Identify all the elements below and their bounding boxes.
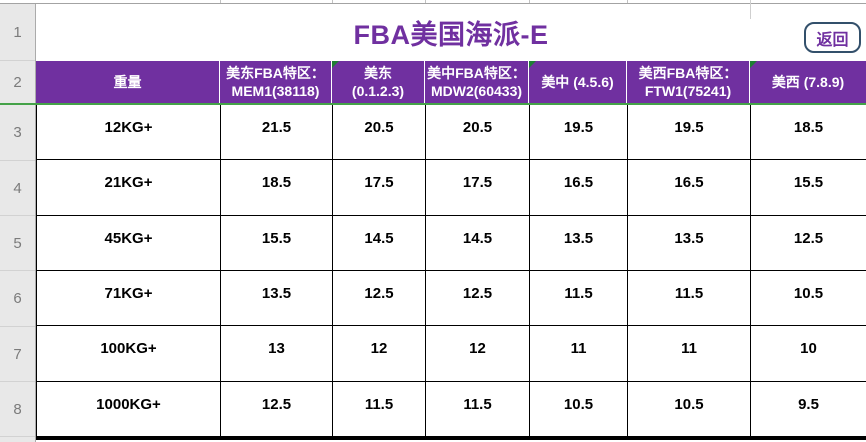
rate-cell[interactable]: 11.5 <box>426 381 530 437</box>
row-header-5[interactable]: 5 <box>0 216 35 271</box>
gridline-tick <box>220 0 221 3</box>
rate-cell[interactable]: 18.5 <box>221 160 333 216</box>
header-cell-line: MDW2(60433) <box>430 83 523 99</box>
back-button-label: 返回 <box>816 31 849 49</box>
rate-cell[interactable]: 10.5 <box>530 381 628 437</box>
rate-cell[interactable]: 11.5 <box>333 381 426 437</box>
header-cell-line: 美东 <box>364 65 392 81</box>
row-header-2[interactable]: 2 <box>0 61 35 105</box>
rate-cell[interactable]: 11.5 <box>530 270 628 327</box>
weight-cell[interactable]: 21KG+ <box>37 160 221 216</box>
gridline-tick <box>529 0 530 3</box>
header-cell-line: MEM1(38118) <box>231 83 320 99</box>
rate-cell[interactable]: 20.5 <box>333 105 426 161</box>
error-marker-icon <box>332 61 339 68</box>
header-cell-0[interactable]: 重量 <box>36 61 220 103</box>
weight-cell[interactable]: 1000KG+ <box>37 381 221 437</box>
page-title: FBA美国海派-E <box>353 20 549 50</box>
rate-cell[interactable]: 19.5 <box>530 105 628 161</box>
rate-cell[interactable]: 20.5 <box>426 105 530 161</box>
rate-cell[interactable]: 12.5 <box>751 215 866 271</box>
header-cell-line: 美东FBA特区： <box>226 65 325 81</box>
row-header-1[interactable]: 1 <box>0 4 35 61</box>
title-row: FBA美国海派-E <box>36 4 866 61</box>
rate-cell[interactable]: 14.5 <box>426 215 530 271</box>
header-cell-2[interactable]: 美东 (0.1.2.3) <box>332 61 425 103</box>
freeze-pane-line <box>0 103 866 105</box>
weight-cell[interactable]: 100KG+ <box>37 326 221 382</box>
error-marker-icon <box>750 61 757 68</box>
rate-cell[interactable]: 11 <box>628 326 751 382</box>
rate-cell[interactable]: 15.5 <box>221 215 333 271</box>
header-cell-line: 重量 <box>113 74 142 90</box>
header-cell-line: 美中FBA特区： <box>427 65 526 81</box>
header-cell-3[interactable]: 美中FBA特区： MDW2(60433) <box>425 61 529 103</box>
row-header-7[interactable]: 7 <box>0 327 35 382</box>
gridline-tick <box>627 0 628 3</box>
rate-table-body: 12KG+ 21.5 20.5 20.5 19.5 19.5 18.5 21KG+ 18.5 17… <box>36 105 866 437</box>
row-header-8[interactable]: 8 <box>0 382 35 437</box>
sheet-top-gridline <box>0 0 866 4</box>
rate-cell[interactable]: 12.5 <box>221 381 333 437</box>
weight-cell[interactable]: 71KG+ <box>37 270 221 327</box>
rate-cell[interactable]: 11 <box>530 326 628 382</box>
row-number-gutter: 1 2 3 4 5 6 7 8 <box>0 4 36 442</box>
rate-cell[interactable]: 16.5 <box>628 160 751 216</box>
gridline-tick <box>425 0 426 3</box>
header-cell-4[interactable]: 美中 (4.5.6) <box>529 61 627 103</box>
rate-cell[interactable]: 17.5 <box>333 160 426 216</box>
rate-cell[interactable]: 13.5 <box>530 215 628 271</box>
header-cell-1[interactable]: 美东FBA特区： MEM1(38118) <box>220 61 332 103</box>
rate-cell[interactable]: 12 <box>333 326 426 382</box>
back-button[interactable]: 返回 <box>804 22 861 53</box>
rate-cell[interactable]: 10.5 <box>751 270 866 327</box>
rate-cell[interactable]: 12.5 <box>333 270 426 327</box>
row-header-6[interactable]: 6 <box>0 271 35 327</box>
table-header-row: 重量 美东FBA特区： MEM1(38118) 美东 (0.1.2.3) 美中FBA特区：… <box>36 61 866 103</box>
header-cell-5[interactable]: 美西FBA特区： FTW1(75241) <box>627 61 750 103</box>
rate-cell[interactable]: 10.5 <box>628 381 751 437</box>
header-cell-line: FTW1(75241) <box>644 83 732 99</box>
rate-cell[interactable]: 15.5 <box>751 160 866 216</box>
rate-cell[interactable]: 10 <box>751 326 866 382</box>
rate-cell[interactable]: 19.5 <box>628 105 751 161</box>
weight-cell[interactable]: 45KG+ <box>37 215 221 271</box>
rate-cell[interactable]: 18.5 <box>751 105 866 161</box>
header-cell-line: 美中 (4.5.6) <box>541 74 614 90</box>
rate-cell[interactable]: 16.5 <box>530 160 628 216</box>
rate-cell[interactable]: 14.5 <box>333 215 426 271</box>
header-cell-6[interactable]: 美西 (7.8.9) <box>750 61 866 103</box>
header-cell-line: (0.1.2.3) <box>351 83 405 99</box>
gridline-tick <box>750 0 751 19</box>
error-marker-icon <box>529 61 536 68</box>
rate-cell[interactable]: 9.5 <box>751 381 866 437</box>
rate-cell[interactable]: 17.5 <box>426 160 530 216</box>
table-bottom-border <box>36 437 866 440</box>
rate-cell[interactable]: 13.5 <box>628 215 751 271</box>
header-cell-line: 美西FBA特区： <box>638 65 738 81</box>
rate-cell[interactable]: 11.5 <box>628 270 751 327</box>
rate-cell[interactable]: 12.5 <box>426 270 530 327</box>
rate-cell[interactable]: 21.5 <box>221 105 333 161</box>
weight-cell[interactable]: 12KG+ <box>37 105 221 161</box>
row-header-4[interactable]: 4 <box>0 161 35 216</box>
header-cell-line: 美西 (7.8.9) <box>771 74 845 90</box>
gridline-tick <box>332 0 333 3</box>
rate-cell[interactable]: 13 <box>221 326 333 382</box>
rate-cell[interactable]: 12 <box>426 326 530 382</box>
row-header-3[interactable]: 3 <box>0 105 35 161</box>
rate-cell[interactable]: 13.5 <box>221 270 333 327</box>
